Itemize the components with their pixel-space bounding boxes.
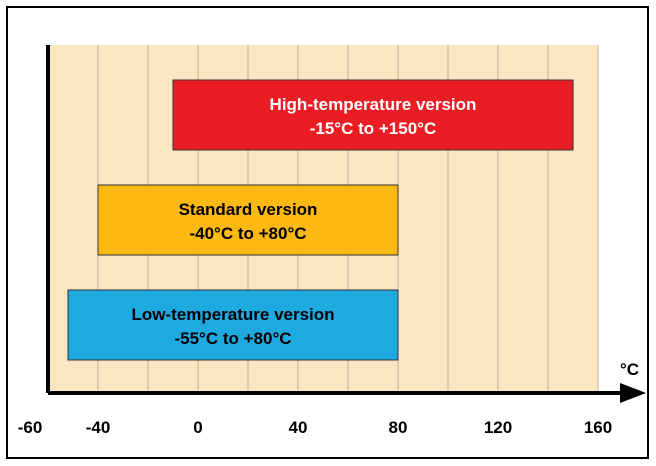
x-tick-label: 120 bbox=[484, 418, 512, 437]
range-bar bbox=[97, 184, 399, 256]
x-tick-label: 40 bbox=[289, 418, 308, 437]
range-bar-label: Low-temperature version bbox=[131, 305, 334, 324]
range-bar-group: Standard version -40°C to +80°C bbox=[97, 184, 399, 256]
range-bar bbox=[172, 79, 574, 151]
range-bars: High-temperature version -15°C to +150°C S… bbox=[67, 79, 574, 361]
range-bar-group: Low-temperature version -55°C to +80°C bbox=[67, 289, 399, 361]
x-unit-label: °C bbox=[620, 360, 639, 379]
axes bbox=[46, 45, 646, 403]
x-tick-label: -60 bbox=[18, 418, 43, 437]
range-bar-group: High-temperature version -15°C to +150°C bbox=[172, 79, 574, 151]
range-bar-range-text: -40°C to +80°C bbox=[189, 224, 306, 243]
range-bar bbox=[67, 289, 399, 361]
range-bar-label: Standard version bbox=[179, 200, 318, 219]
range-bar-label: High-temperature version bbox=[270, 95, 477, 114]
x-tick-label: 0 bbox=[193, 418, 202, 437]
range-bar-range-text: -55°C to +80°C bbox=[174, 329, 291, 348]
x-tick-label: 80 bbox=[389, 418, 408, 437]
range-bar-range-text: -15°C to +150°C bbox=[310, 119, 437, 138]
x-tick-labels: -60 -40 0 40 80 120 160 bbox=[18, 418, 612, 437]
x-tick-label: -40 bbox=[86, 418, 111, 437]
x-axis-arrow-icon bbox=[620, 383, 646, 403]
x-tick-label: 160 bbox=[584, 418, 612, 437]
